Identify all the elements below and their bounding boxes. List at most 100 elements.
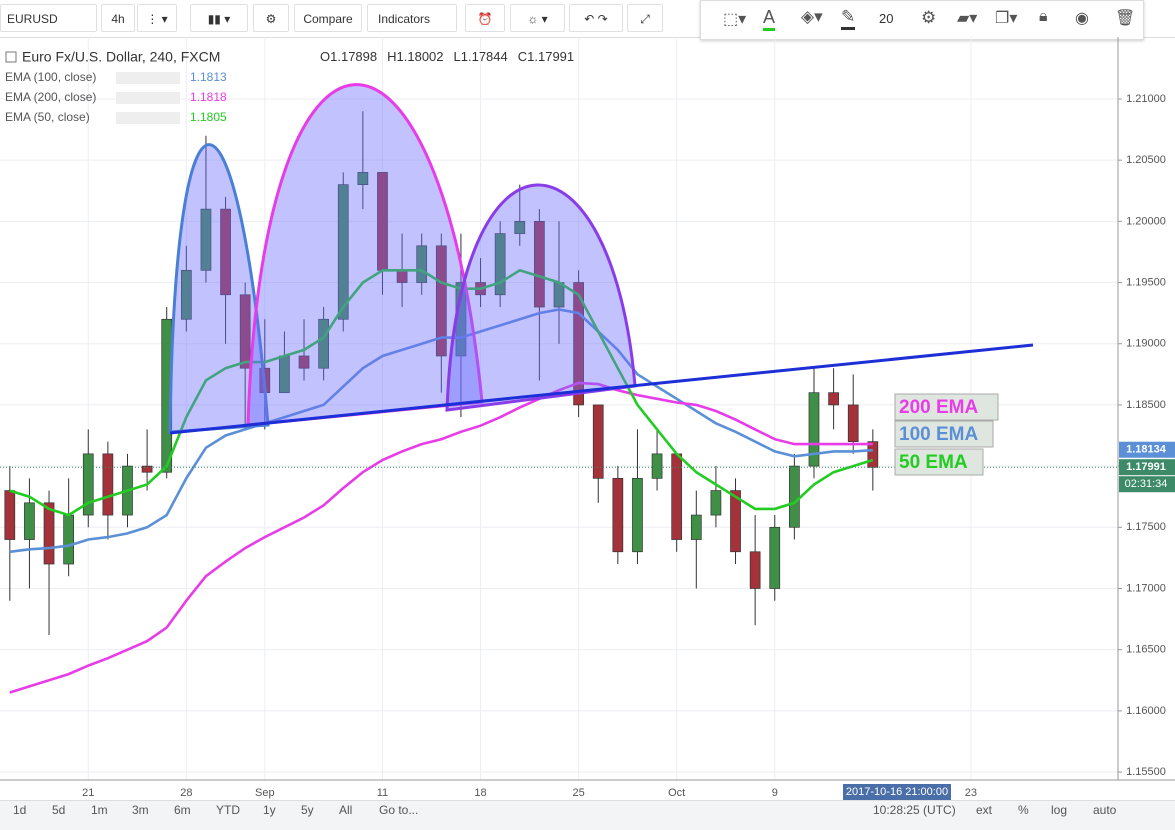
font-size[interactable]: 20 [879,11,894,26]
lock-tool[interactable]: 🔒︎ [1039,8,1048,25]
x-tick-label: 11 [377,787,388,799]
visibility-tool[interactable]: ◉ [1075,10,1089,27]
range-button[interactable]: 1y [263,803,276,817]
chart: 200 EMA 100 EMA 50 EMA Euro Fx/U.S. Dollar… [0,37,1175,800]
alert-button[interactable]: ⏰ [465,4,505,32]
candle-body [298,355,310,369]
range-button[interactable]: 1d [13,803,27,817]
annotation-text: 200 EMA [899,397,978,418]
compare-button[interactable]: Compare [294,4,362,32]
interval-menu[interactable]: ⋮ ▾ [137,4,177,32]
candle-body [102,453,114,516]
x-tick-label: 21 [82,787,94,799]
range-button[interactable]: 5d [52,803,66,817]
price-badge [1119,459,1175,476]
candle-body [435,245,447,357]
range-button[interactable]: YTD [216,803,240,817]
ohlc-value: 1.17844 [461,49,508,64]
indicator-name: EMA (200, close) [5,90,96,104]
goto-button[interactable]: Go to... [379,803,419,817]
range-button[interactable]: 5y [301,803,314,817]
range-button[interactable]: 6m [174,803,191,817]
price-badge-label: 1.18134 [1126,444,1167,456]
y-tick-label: 1.18500 [1126,399,1166,411]
interval-button[interactable]: 4h [101,4,135,32]
indicator-controls [116,112,180,124]
ohlc-label: C [518,49,527,64]
scale-option[interactable]: log [1051,803,1068,817]
select-tool[interactable]: ⬚▾ [723,11,747,28]
user-drawings [168,83,1034,435]
range-button[interactable]: 1m [91,803,108,817]
x-tick-label: 25 [572,787,584,799]
indicator-value: 1.1818 [190,90,227,104]
scale-option[interactable]: % [1018,803,1029,817]
candle-body [63,514,74,565]
ohlc-label: H [387,49,396,64]
candle-body [43,502,55,565]
scale-option[interactable]: auto [1093,803,1117,817]
scale-option[interactable]: ext [976,803,993,817]
candle-body [514,221,526,234]
line-tool[interactable]: ✎ [841,7,856,30]
symbol-input[interactable]: EURUSD [0,4,97,32]
undo-redo[interactable]: ↶ ↷ [569,4,623,32]
y-tick-label: 1.19000 [1126,338,1166,350]
y-tick-label: 1.21000 [1126,93,1166,105]
x-tick-label: 28 [180,787,192,799]
y-tick-label: 1.16000 [1126,705,1166,717]
neckline [169,343,1034,435]
head-arc [246,83,484,427]
y-tick-label: 1.20500 [1126,154,1166,166]
candle-body [239,294,251,369]
indicator-name: EMA (50, close) [5,110,90,124]
settings-button[interactable]: ⚙ [253,4,289,32]
settings-tool[interactable]: ⚙ [921,8,937,27]
x-tick-label: 23 [965,787,977,799]
x-tick-label: 9 [772,787,778,799]
bottom-bar [0,800,1175,830]
range-button[interactable]: 3m [132,803,149,817]
candle-body [24,502,35,540]
hints-button[interactable]: ☼ ▾ [510,4,565,32]
candle-body [730,490,741,553]
indicator-controls [116,92,180,104]
candle-body [220,208,231,296]
y-tick-label: 1.17500 [1126,521,1166,533]
candle-body [534,221,545,308]
crosshair-date-badge [843,784,951,800]
indicator-value: 1.1805 [190,110,227,124]
chart-style-button[interactable]: ▮▮ ▾ [190,4,248,32]
fill-tool[interactable]: ◈▾ [801,7,823,26]
candle-body [82,453,94,516]
candle-body [808,392,820,467]
indicator-controls [116,72,180,84]
ohlc-value: 1.17898 [330,49,377,64]
candle-body [494,233,506,296]
text-color-tool[interactable]: A [763,7,776,31]
ohlc-value: 1.18002 [397,49,444,64]
y-tick-label: 1.16500 [1126,644,1166,656]
y-tick-label: 1.20000 [1126,215,1166,227]
template-tool[interactable]: ▰▾ [957,10,978,27]
candle-body [867,441,879,468]
fullscreen-button[interactable]: ⤢ [627,4,663,32]
ema-line [9,308,873,554]
clone-tool[interactable]: ❐▾ [995,10,1018,27]
candle-body [357,172,369,185]
candle-body [4,490,16,540]
ema-line [9,381,873,694]
candle-body [573,282,584,406]
delete-tool[interactable]: 🗑︎ [1115,10,1136,27]
symbol-title: Euro Fx/U.S. Dollar, 240, FXCM [22,49,220,65]
ohlc-label: O [320,49,330,64]
y-tick-label: 1.19500 [1126,276,1166,288]
indicators-button[interactable]: Indicators [367,4,457,32]
indicator-name: EMA (100, close) [5,70,96,84]
range-button[interactable]: All [339,803,353,817]
candle-body [828,392,839,406]
collapse-box[interactable] [5,51,17,63]
candle-body [769,526,781,589]
candle-body [749,551,761,589]
